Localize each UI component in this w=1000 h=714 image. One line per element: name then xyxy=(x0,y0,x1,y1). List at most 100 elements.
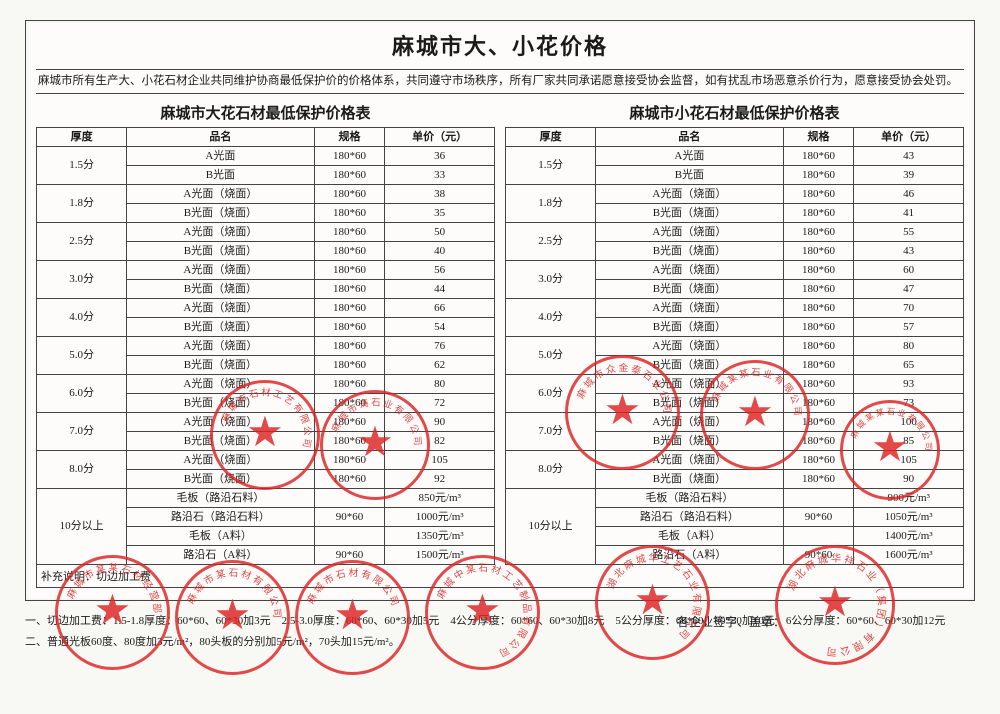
data-cell: A光面（烧面） xyxy=(127,450,314,469)
data-cell: 路沿石（路沿石料） xyxy=(596,507,783,526)
data-cell: 毛板（路沿石料） xyxy=(596,488,783,507)
thickness-cell: 8.0分 xyxy=(506,450,596,488)
col-header: 厚度 xyxy=(37,127,127,146)
left-table-wrap: 麻城市大花石材最低保护价格表 厚度品名规格单价（元）1.5分A光面180*603… xyxy=(36,100,495,565)
data-cell: 57 xyxy=(854,317,964,336)
data-cell: 180*60 xyxy=(783,260,854,279)
data-cell: 180*60 xyxy=(783,241,854,260)
data-cell: B光面 xyxy=(127,165,314,184)
data-cell: A光面（烧面） xyxy=(596,450,783,469)
data-cell: 105 xyxy=(385,450,495,469)
data-cell: 180*60 xyxy=(783,431,854,450)
thickness-cell: 5.0分 xyxy=(37,336,127,374)
thickness-cell: 4.0分 xyxy=(506,298,596,336)
data-cell: 180*60 xyxy=(314,298,385,317)
data-cell: B光面（烧面） xyxy=(596,241,783,260)
data-cell: 82 xyxy=(385,431,495,450)
data-cell: 180*60 xyxy=(783,450,854,469)
data-cell: A光面（烧面） xyxy=(596,260,783,279)
data-cell: A光面（烧面） xyxy=(596,184,783,203)
data-cell: 40 xyxy=(385,241,495,260)
right-price-table: 厚度品名规格单价（元）1.5分A光面180*6043B光面180*60391.8… xyxy=(505,127,964,565)
data-cell: 47 xyxy=(854,279,964,298)
data-cell: A光面（烧面） xyxy=(127,222,314,241)
data-cell: 180*60 xyxy=(314,146,385,165)
data-cell: 62 xyxy=(385,355,495,374)
table-row: 8.0分A光面（烧面）180*60105 xyxy=(506,450,964,469)
data-cell: B光面（烧面） xyxy=(127,203,314,222)
thickness-cell: 6.0分 xyxy=(506,374,596,412)
data-cell: 44 xyxy=(385,279,495,298)
data-cell: 60 xyxy=(854,260,964,279)
data-cell: B光面（烧面） xyxy=(596,431,783,450)
data-cell: 41 xyxy=(854,203,964,222)
data-cell: 90 xyxy=(854,469,964,488)
data-cell: 180*60 xyxy=(783,184,854,203)
col-header: 单价（元） xyxy=(854,127,964,146)
data-cell: 73 xyxy=(854,393,964,412)
data-cell: A光面 xyxy=(127,146,314,165)
data-cell: 36 xyxy=(385,146,495,165)
table-row: 4.0分A光面（烧面）180*6066 xyxy=(37,298,495,317)
data-cell: 65 xyxy=(854,355,964,374)
data-cell: B光面（烧面） xyxy=(127,317,314,336)
data-cell: 180*60 xyxy=(783,393,854,412)
thickness-cell: 7.0分 xyxy=(506,412,596,450)
thickness-cell: 1.5分 xyxy=(37,146,127,184)
thickness-cell: 3.0分 xyxy=(37,260,127,298)
data-cell: 180*60 xyxy=(783,203,854,222)
data-cell: A光面（烧面） xyxy=(127,336,314,355)
data-cell: 180*60 xyxy=(783,336,854,355)
document-page: 麻城市大、小花价格 麻城市所有生产大、小花石材企业共同维护协商最低保护价的价格体… xyxy=(25,20,975,601)
data-cell: B光面（烧面） xyxy=(127,469,314,488)
thickness-cell: 4.0分 xyxy=(37,298,127,336)
data-cell: 39 xyxy=(854,165,964,184)
data-cell: 55 xyxy=(854,222,964,241)
data-cell: 180*60 xyxy=(314,222,385,241)
data-cell: 1350元/m³ xyxy=(385,526,495,545)
data-cell: 180*60 xyxy=(314,469,385,488)
table-row: 3.0分A光面（烧面）180*6060 xyxy=(506,260,964,279)
note-line-1: 一、切边加工费：1.5-1.8厚度：60*60、60*30加3元 2.5-3.0… xyxy=(25,611,975,632)
data-cell: B光面（烧面） xyxy=(596,355,783,374)
data-cell: 900元/m³ xyxy=(854,488,964,507)
tables-container: 麻城市大花石材最低保护价格表 厚度品名规格单价（元）1.5分A光面180*603… xyxy=(36,100,964,565)
thickness-cell: 8.0分 xyxy=(37,450,127,488)
thickness-cell: 7.0分 xyxy=(37,412,127,450)
data-cell: 50 xyxy=(385,222,495,241)
table-row: 3.0分A光面（烧面）180*6056 xyxy=(37,260,495,279)
col-header: 规格 xyxy=(314,127,385,146)
data-cell: 180*60 xyxy=(783,298,854,317)
data-cell: 180*60 xyxy=(783,146,854,165)
data-cell: B光面 xyxy=(596,165,783,184)
thickness-cell: 10分以上 xyxy=(506,488,596,564)
data-cell xyxy=(314,488,385,507)
data-cell: 850元/m³ xyxy=(385,488,495,507)
data-cell: 180*60 xyxy=(783,165,854,184)
table-row: 6.0分A光面（烧面）180*6080 xyxy=(37,374,495,393)
data-cell xyxy=(783,526,854,545)
table-row: 5.0分A光面（烧面）180*6076 xyxy=(37,336,495,355)
data-cell: 毛板（A料） xyxy=(596,526,783,545)
data-cell: 90*60 xyxy=(314,507,385,526)
col-header: 规格 xyxy=(783,127,854,146)
right-table-wrap: 麻城市小花石材最低保护价格表 厚度品名规格单价（元）1.5分A光面180*604… xyxy=(505,100,964,565)
data-cell: 路沿石（A料） xyxy=(127,545,314,564)
data-cell: 33 xyxy=(385,165,495,184)
thickness-cell: 5.0分 xyxy=(506,336,596,374)
data-cell: 90*60 xyxy=(783,507,854,526)
note-line-2: 二、普通光板60度、80度加3元/m²，80头板的分别加5元/m²，70头加15… xyxy=(25,632,975,653)
data-cell: B光面（烧面） xyxy=(127,241,314,260)
data-cell: 路沿石（路沿石料） xyxy=(127,507,314,526)
data-cell: 180*60 xyxy=(783,374,854,393)
data-cell: B光面（烧面） xyxy=(127,431,314,450)
data-cell: 180*60 xyxy=(314,184,385,203)
intro-text: 麻城市所有生产大、小花石材企业共同维护协商最低保护价的价格体系，共同遵守市场秩序… xyxy=(36,69,964,94)
data-cell: 180*60 xyxy=(783,222,854,241)
table-row: 7.0分A光面（烧面）180*60100 xyxy=(506,412,964,431)
data-cell: 路沿石（A料） xyxy=(596,545,783,564)
thickness-cell: 3.0分 xyxy=(506,260,596,298)
col-header: 品名 xyxy=(596,127,783,146)
table-row: 1.5分A光面180*6043 xyxy=(506,146,964,165)
data-cell: 180*60 xyxy=(314,450,385,469)
